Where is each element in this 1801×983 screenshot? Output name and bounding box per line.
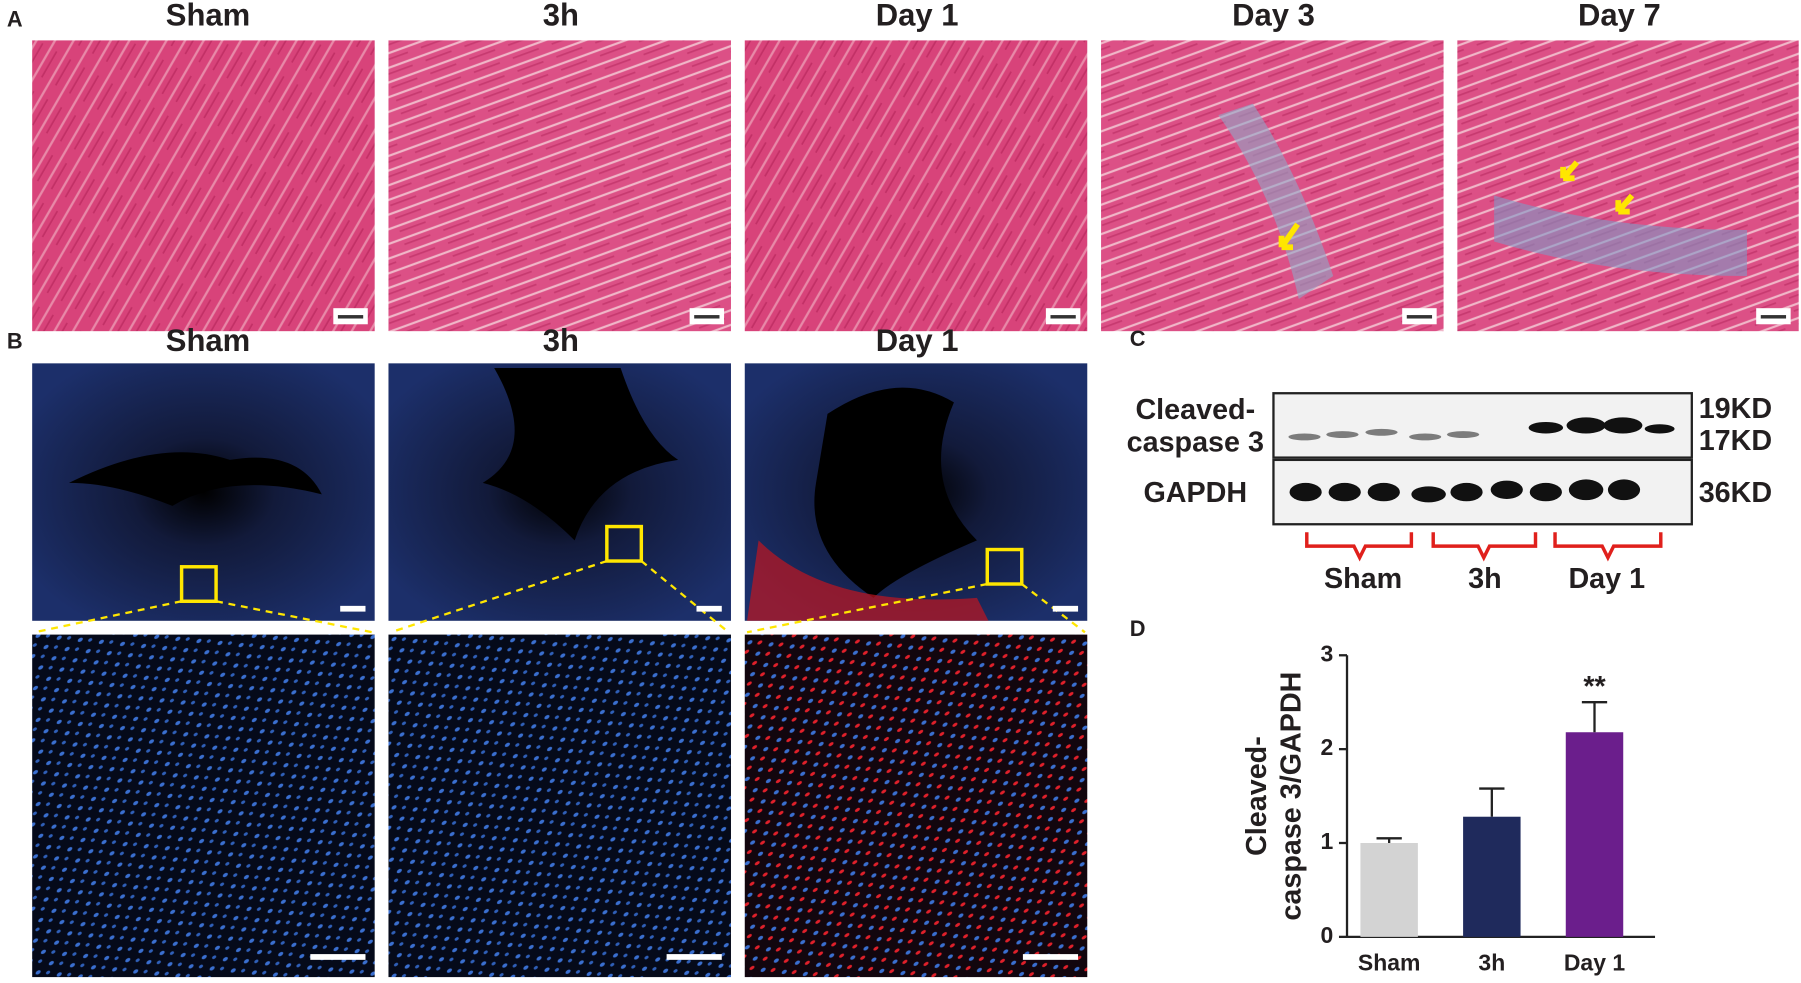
group-label: 3h bbox=[1468, 563, 1502, 595]
lumen bbox=[68, 452, 322, 506]
column-title: Sham bbox=[166, 0, 250, 33]
protein-label: GAPDH bbox=[1143, 477, 1247, 509]
column-title: Day 1 bbox=[876, 323, 959, 358]
bar bbox=[1463, 816, 1521, 937]
fluorescence-zoom bbox=[32, 634, 375, 978]
lumen bbox=[482, 367, 679, 541]
arrow bbox=[1615, 193, 1635, 215]
histology-image bbox=[32, 40, 375, 332]
x-tick-label: 3h bbox=[1478, 950, 1505, 976]
error-bar bbox=[1376, 837, 1402, 844]
size-label: 19KD bbox=[1699, 393, 1772, 425]
y-tick-label: 0 bbox=[1320, 922, 1333, 948]
histology-image bbox=[388, 40, 731, 332]
y-tick-label: 2 bbox=[1320, 734, 1333, 760]
column-title: Sham bbox=[166, 323, 250, 358]
histology-image bbox=[744, 40, 1088, 332]
fluorescence-images bbox=[32, 363, 1088, 978]
bar bbox=[1565, 732, 1624, 937]
red-signal bbox=[747, 540, 989, 621]
scale-bar-lines bbox=[337, 315, 1787, 319]
fluorescence-zoom bbox=[388, 634, 731, 978]
y-axis-label: caspase 3/GAPDH bbox=[1276, 672, 1308, 921]
arrow bbox=[1278, 222, 1300, 251]
panel-label: B bbox=[7, 328, 23, 353]
lumen bbox=[814, 387, 977, 598]
column-title: 3h bbox=[543, 323, 579, 358]
protein-label: Cleaved- bbox=[1135, 394, 1255, 426]
fluorescence-zoom bbox=[744, 634, 1088, 978]
protein-label: caspase 3 bbox=[1127, 426, 1264, 458]
column-title: 3h bbox=[543, 0, 579, 33]
significance: ** bbox=[1583, 671, 1606, 703]
column-title: Day 3 bbox=[1232, 0, 1315, 33]
bar bbox=[1360, 843, 1418, 937]
x-tick-label: Day 1 bbox=[1564, 950, 1626, 976]
bar-chart: 0 1 2 3 Cleaved-caspase 3/GAPDH Sham 3h ** Day 1 bbox=[1241, 640, 1656, 976]
y-axis-label: Cleaved- bbox=[1241, 736, 1273, 856]
size-label: 36KD bbox=[1699, 477, 1772, 509]
histology-image bbox=[1457, 40, 1799, 332]
zoom-boxes bbox=[179, 524, 1024, 603]
panel-label: A bbox=[7, 7, 23, 32]
x-tick-label: Sham bbox=[1358, 950, 1421, 976]
y-tick-label: 1 bbox=[1320, 828, 1333, 854]
fibrosis bbox=[1494, 195, 1747, 277]
group-label: Sham bbox=[1324, 563, 1402, 595]
column-title: Day 1 bbox=[876, 0, 959, 33]
size-label: 17KD bbox=[1699, 425, 1772, 457]
panel-label: C bbox=[1130, 326, 1146, 351]
y-tick-label: 3 bbox=[1320, 640, 1333, 666]
group-label: Day 1 bbox=[1568, 563, 1645, 595]
scale-bars bbox=[310, 605, 1079, 960]
arrow bbox=[1560, 160, 1580, 182]
error-bar bbox=[1479, 787, 1505, 817]
panel-label: D bbox=[1130, 616, 1146, 641]
group-brackets bbox=[1305, 532, 1663, 562]
error-bar bbox=[1581, 701, 1608, 733]
western-blot bbox=[1272, 392, 1693, 526]
column-title: Day 7 bbox=[1578, 0, 1661, 33]
fibrosis bbox=[1218, 103, 1334, 299]
histology-row bbox=[32, 40, 1799, 332]
